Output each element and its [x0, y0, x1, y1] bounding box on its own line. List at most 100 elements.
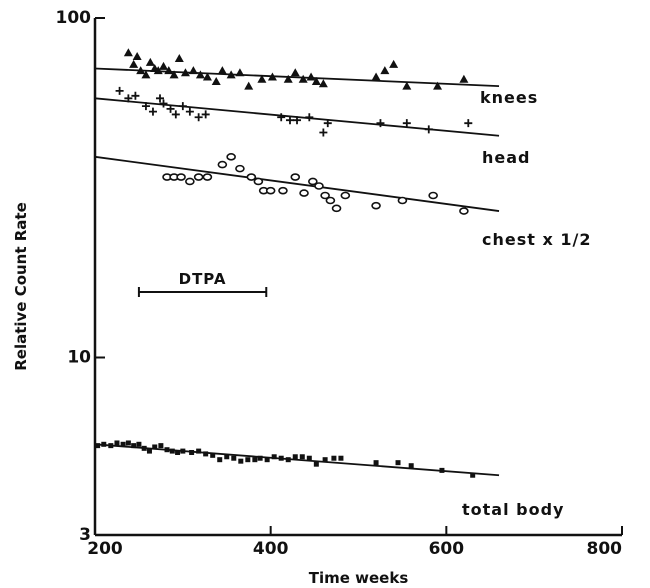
- series-3-point: [331, 455, 337, 461]
- series-0-point: [188, 66, 198, 75]
- x-axis-title: Time weeks: [309, 569, 409, 587]
- series-3-point: [264, 457, 270, 463]
- series-2-point: [371, 201, 381, 210]
- x-tick-label: 200: [87, 539, 123, 559]
- series-2-point: [253, 177, 264, 186]
- series-3-point: [373, 460, 379, 466]
- series-1-point: [285, 116, 294, 125]
- series-1-point: [201, 110, 210, 119]
- series-3-point: [306, 455, 312, 461]
- series-0-point: [306, 72, 316, 81]
- series-2-point: [185, 177, 195, 186]
- series-3-point: [470, 472, 476, 478]
- series-1-point: [424, 125, 433, 134]
- series-0-point: [235, 68, 245, 77]
- series-1-point: [277, 113, 286, 122]
- series-3-point: [189, 449, 195, 455]
- series-3-point: [125, 440, 131, 446]
- series-0-point: [267, 72, 277, 81]
- series-3-point: [152, 444, 158, 450]
- series-3-point: [408, 463, 414, 469]
- series-3-point: [439, 467, 445, 473]
- series-0-point: [380, 66, 390, 75]
- series-1-point: [464, 119, 473, 128]
- series-3-point: [217, 457, 223, 463]
- series-1-point: [293, 116, 302, 125]
- series-0-point: [226, 70, 236, 79]
- series-1-point: [171, 110, 180, 119]
- series-3-point: [231, 455, 237, 461]
- series-2-point: [331, 204, 342, 213]
- series-label-3: total body: [462, 500, 564, 519]
- series-2-point: [340, 191, 351, 200]
- data-points: [95, 48, 476, 478]
- series-0-point: [169, 70, 179, 79]
- series-0-point: [459, 74, 469, 83]
- series-0-point: [433, 81, 443, 90]
- series-3-point: [271, 454, 277, 460]
- series-1-point: [323, 119, 332, 128]
- series-2-point: [314, 182, 324, 190]
- x-tick-label: 600: [429, 539, 465, 559]
- series-3-point: [136, 441, 142, 447]
- y-tick-label: 10: [67, 347, 91, 367]
- series-3-point: [164, 447, 170, 453]
- series-1-point: [115, 86, 124, 95]
- series-1-point: [131, 91, 140, 100]
- series-1-point: [159, 99, 168, 108]
- series-2-point: [193, 173, 204, 181]
- series-2-point: [459, 207, 469, 215]
- axes: 200 400 600 800 3 10 100 Time weeks Relative Cou…: [12, 8, 623, 587]
- dtpa-label: DTPA: [179, 270, 227, 288]
- series-3-point: [224, 454, 230, 460]
- series-3-point: [158, 443, 164, 449]
- series-0-point: [164, 66, 174, 75]
- series-3-point: [313, 461, 319, 467]
- series-3-point: [131, 443, 137, 449]
- series-3-point: [169, 448, 175, 454]
- series-0-point: [318, 79, 328, 88]
- series-0-point: [389, 59, 399, 68]
- series-3-point: [210, 452, 216, 458]
- y-tick-label: 3: [79, 525, 91, 545]
- series-2-point: [299, 189, 309, 197]
- series-3-point: [108, 443, 114, 449]
- series-2-point: [226, 153, 236, 161]
- series-2-point: [397, 196, 408, 205]
- series-0-point: [371, 72, 381, 81]
- series-1-point: [402, 119, 411, 128]
- series-1-point: [319, 128, 328, 137]
- series-2-point: [278, 186, 288, 195]
- series-3-point: [252, 457, 258, 463]
- fit-line-3: [94, 443, 500, 477]
- series-1-point: [166, 104, 175, 113]
- series-1-point: [376, 119, 385, 128]
- series-2-point: [246, 173, 257, 181]
- series-0-point: [129, 59, 139, 68]
- x-tick-label: 400: [253, 539, 289, 559]
- series-3-point: [278, 455, 284, 461]
- series-0-point: [195, 70, 205, 79]
- series-2-point: [308, 177, 318, 186]
- series-0-point: [123, 48, 133, 57]
- series-2-point: [290, 173, 301, 181]
- fit-line-0: [94, 67, 500, 88]
- series-2-point: [320, 191, 330, 200]
- series-0-point: [153, 66, 163, 75]
- series-1-point: [124, 94, 133, 103]
- series-3-point: [141, 445, 147, 451]
- series-2-point: [217, 160, 228, 169]
- series-0-point: [217, 66, 227, 75]
- series-0-point: [145, 57, 155, 66]
- x-tick-label: 800: [587, 539, 623, 559]
- series-3-point: [322, 457, 328, 463]
- series-3-point: [292, 454, 298, 460]
- labels: knees head chest x 1/2 total body DTPA: [137, 88, 590, 519]
- series-0-point: [136, 66, 146, 75]
- series-0-point: [174, 53, 184, 62]
- series-3-point: [120, 441, 126, 447]
- series-3-point: [146, 448, 152, 454]
- fit-lines: [94, 67, 500, 477]
- series-0-point: [211, 77, 221, 86]
- series-3-point: [238, 458, 244, 464]
